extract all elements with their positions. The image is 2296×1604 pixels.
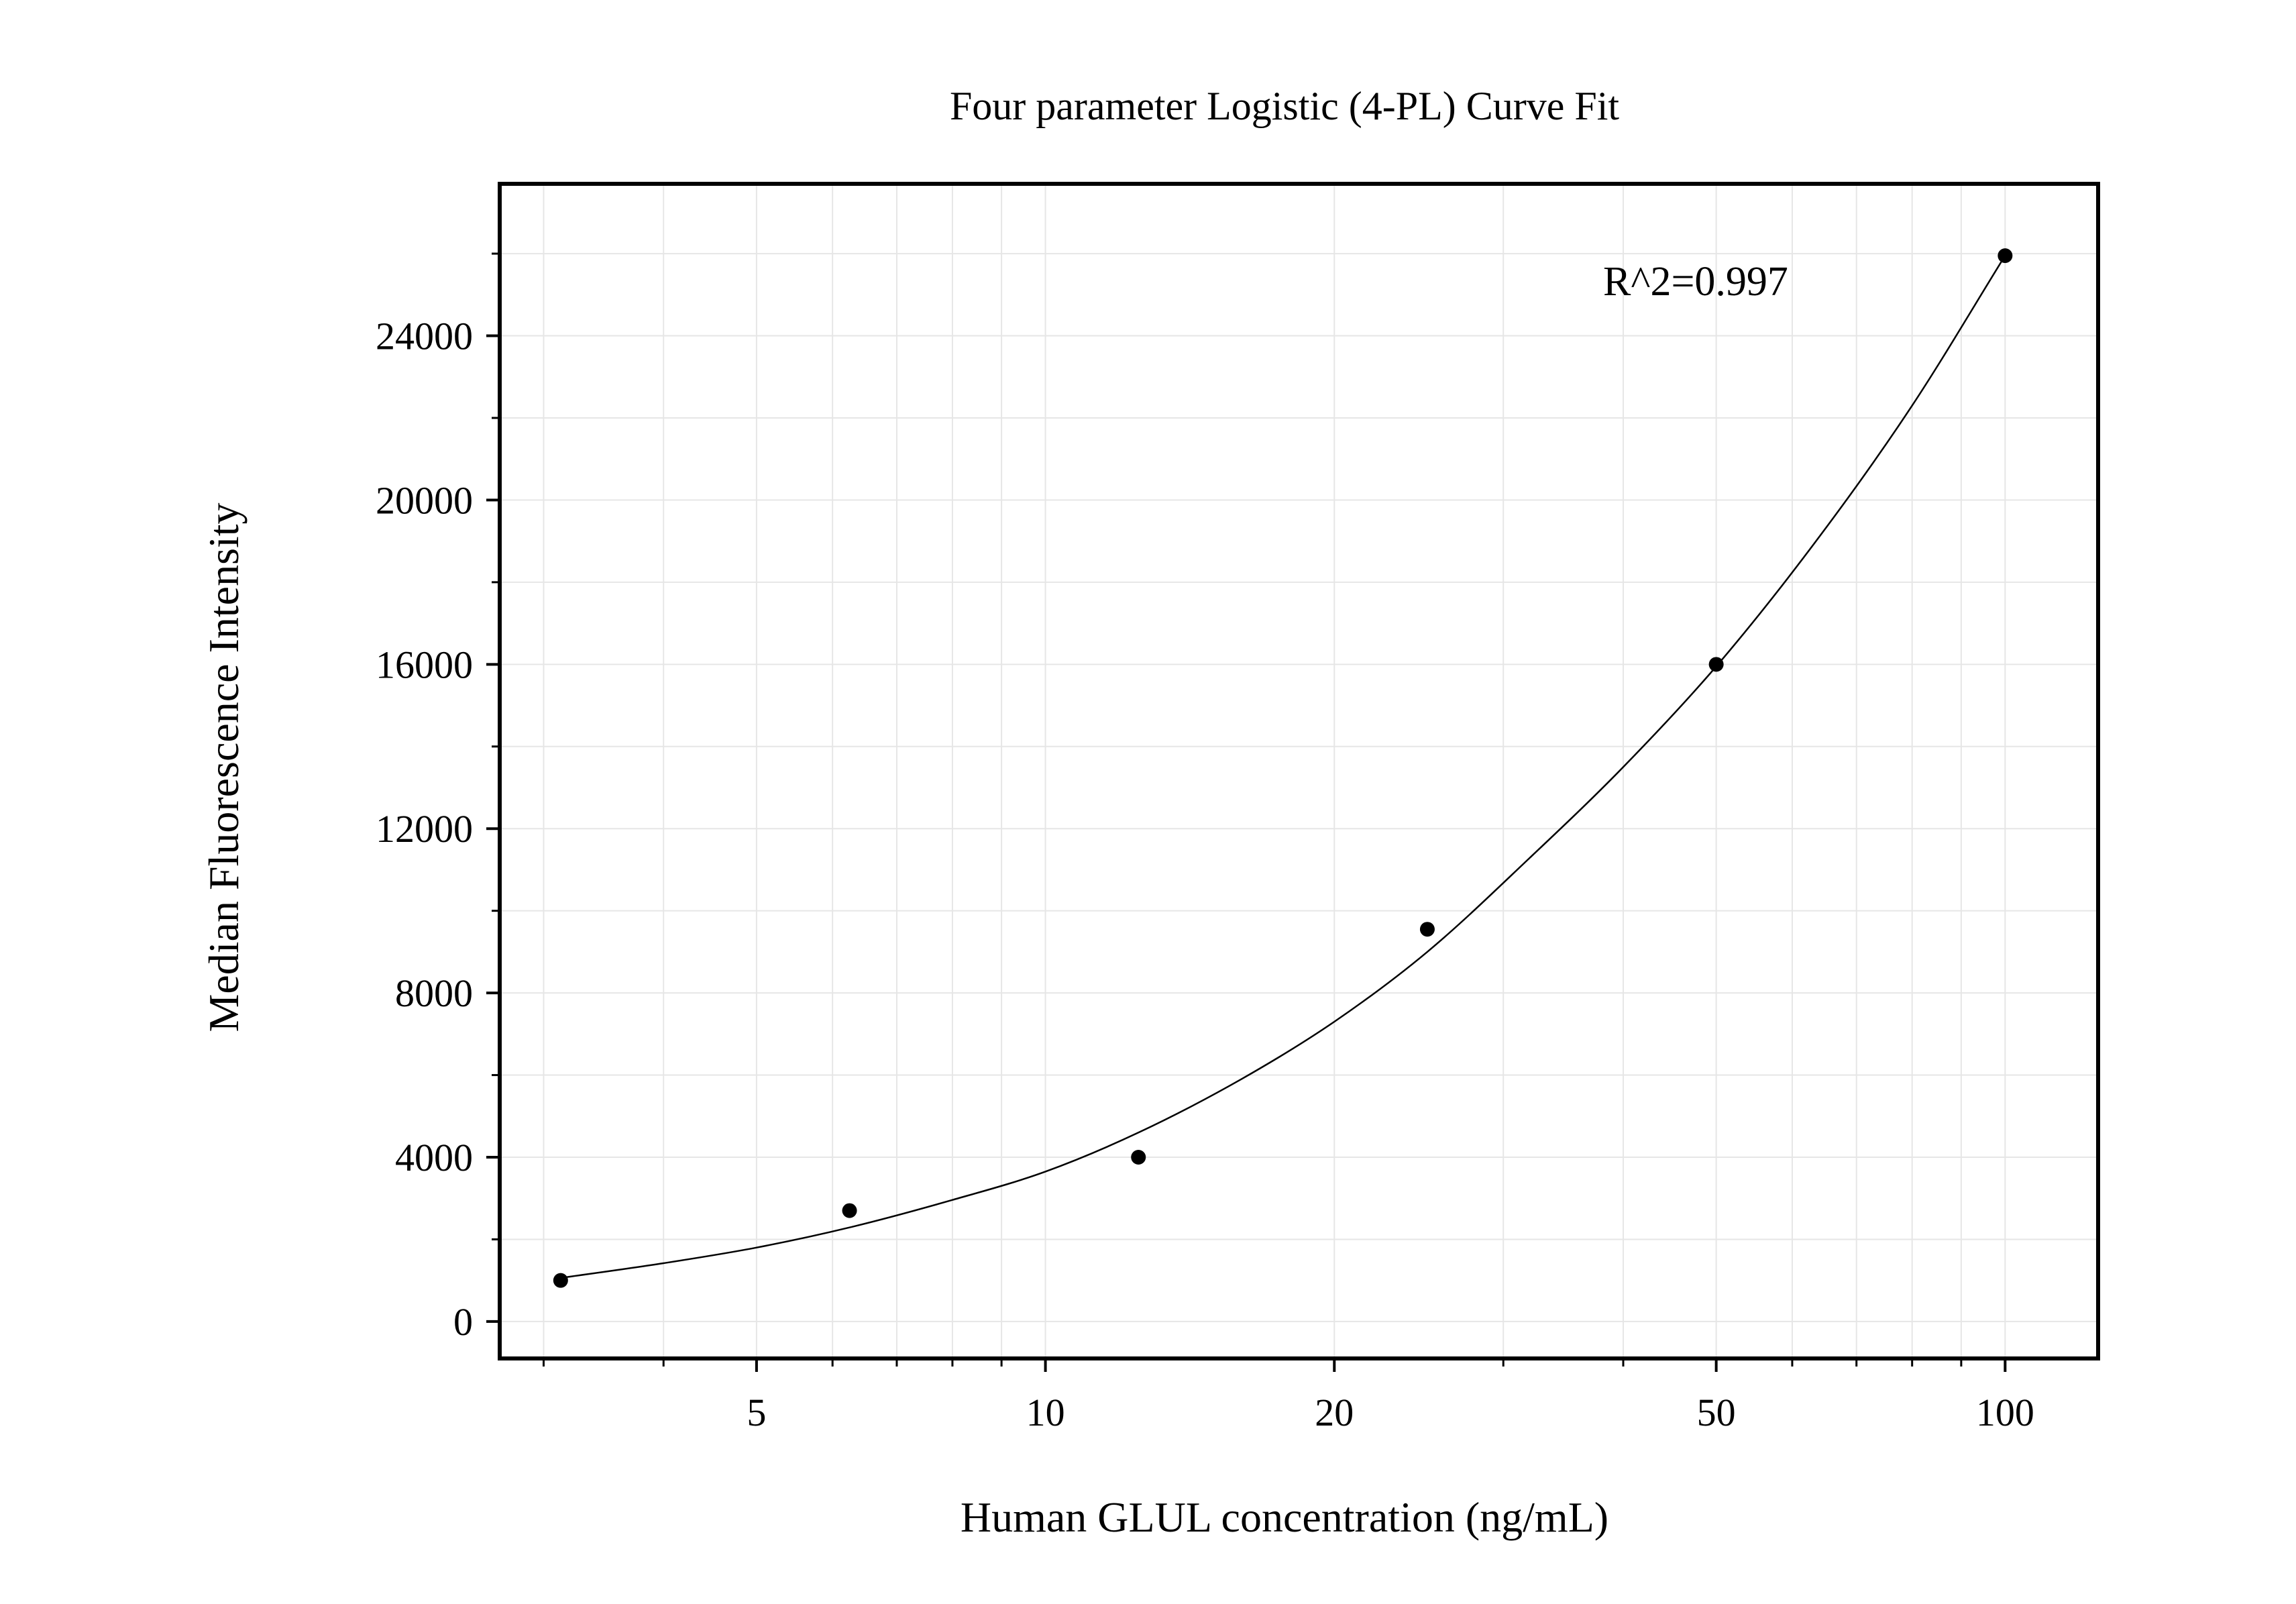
x-tick-label: 20: [1315, 1391, 1354, 1434]
data-points-layer: [553, 248, 2013, 1288]
data-point: [1708, 657, 1724, 672]
data-point: [1131, 1150, 1146, 1165]
fit-curve-layer: [560, 255, 2006, 1279]
x-tick-label: 50: [1697, 1391, 1736, 1434]
chart-title: Four parameter Logistic (4-PL) Curve Fit: [950, 84, 1619, 128]
y-tick-label: 8000: [395, 971, 473, 1015]
data-point: [1998, 248, 2013, 264]
x-tick-label: 100: [1976, 1391, 2034, 1434]
data-point: [842, 1203, 857, 1218]
y-axis-label: Median Fluorescence Intensity: [200, 502, 248, 1032]
y-tick-label: 24000: [376, 315, 473, 358]
data-point: [553, 1273, 568, 1288]
y-tick-label: 12000: [376, 807, 473, 851]
x-axis-label: Human GLUL concentration (ng/mL): [961, 1493, 1608, 1541]
fit-curve: [560, 255, 2006, 1279]
tick-labels: 5 10 20 50 100 0 4000 8000 12000 16000 20000 24000: [376, 315, 2034, 1434]
y-tick-label: 4000: [395, 1136, 473, 1179]
plot-frame: [498, 182, 2100, 1360]
y-tick-label: 16000: [376, 643, 473, 686]
y-tick-label: 0: [453, 1300, 473, 1344]
x-tick-label: 5: [747, 1391, 766, 1434]
axes: [486, 182, 2100, 1372]
data-point: [1419, 922, 1435, 937]
y-tick-label: 20000: [376, 478, 473, 522]
grid: [500, 184, 2098, 1358]
x-tick-label: 10: [1026, 1391, 1065, 1434]
r-squared-annotation: R^2=0.997: [1603, 259, 1788, 305]
